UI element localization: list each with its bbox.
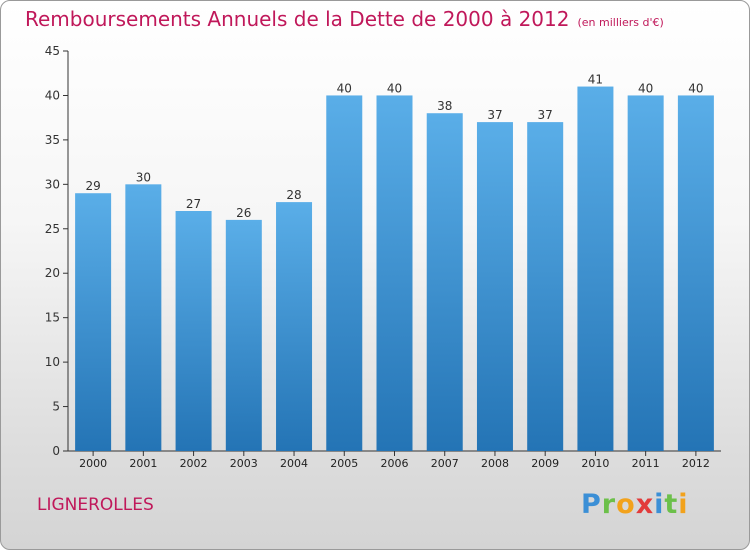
x-tick-label: 2011	[632, 457, 660, 470]
chart-subtitle: (en milliers d'€)	[577, 16, 664, 29]
logo-letter: o	[616, 489, 636, 520]
logo-letter: i	[678, 489, 689, 520]
bar	[75, 193, 112, 451]
data-label: 28	[286, 188, 301, 202]
bar	[527, 122, 564, 451]
data-label: 40	[337, 81, 352, 95]
data-label: 29	[85, 179, 100, 193]
data-label: 26	[236, 206, 251, 220]
data-label: 40	[638, 81, 653, 95]
bar	[326, 95, 363, 451]
data-label: 38	[437, 99, 452, 113]
bar	[577, 86, 614, 452]
y-tick-label: 10	[45, 355, 60, 369]
bar	[125, 184, 162, 452]
bar	[175, 211, 212, 451]
x-tick-label: 2009	[531, 457, 559, 470]
x-tick-label: 2007	[431, 457, 459, 470]
data-label: 41	[588, 73, 603, 87]
x-tick-label: 2003	[230, 457, 258, 470]
y-tick-label: 0	[52, 444, 60, 458]
data-label: 37	[487, 108, 502, 122]
proxiti-logo: Proxiti	[581, 489, 689, 520]
data-label: 40	[688, 81, 703, 95]
x-tick-label: 2012	[682, 457, 710, 470]
x-tick-label: 2000	[79, 457, 107, 470]
logo-letter: i	[654, 489, 665, 520]
y-tick-label: 15	[45, 311, 60, 325]
y-tick-label: 30	[45, 177, 60, 191]
bar	[426, 113, 463, 451]
commune-name: LIGNEROLLES	[37, 495, 154, 515]
x-tick-label: 2006	[381, 457, 409, 470]
x-tick-label: 2008	[481, 457, 509, 470]
bar	[225, 219, 262, 451]
data-label: 37	[538, 108, 553, 122]
x-tick-label: 2004	[280, 457, 308, 470]
bar	[376, 95, 413, 451]
logo-letter: x	[635, 489, 655, 520]
y-tick-label: 20	[45, 266, 60, 280]
bar	[276, 202, 313, 451]
bar	[476, 122, 513, 451]
data-label: 30	[136, 170, 151, 184]
logo-letter: P	[581, 489, 602, 520]
bar	[677, 95, 714, 451]
x-tick-label: 2005	[330, 457, 358, 470]
logo-letter: r	[601, 489, 617, 520]
x-tick-label: 2010	[581, 457, 609, 470]
x-tick-label: 2002	[180, 457, 208, 470]
chart-title: Remboursements Annuels de la Dette de 20…	[25, 7, 664, 31]
title-text: Remboursements Annuels de la Dette de 20…	[25, 7, 570, 31]
y-tick-label: 25	[45, 222, 60, 236]
bar	[627, 95, 664, 451]
data-label: 27	[186, 197, 201, 211]
data-label: 40	[387, 81, 402, 95]
logo-letter: t	[664, 489, 679, 520]
y-tick-label: 35	[45, 133, 60, 147]
y-tick-label: 45	[45, 44, 60, 58]
y-tick-label: 5	[52, 400, 60, 414]
x-tick-label: 2001	[129, 457, 157, 470]
y-tick-label: 40	[45, 88, 60, 102]
